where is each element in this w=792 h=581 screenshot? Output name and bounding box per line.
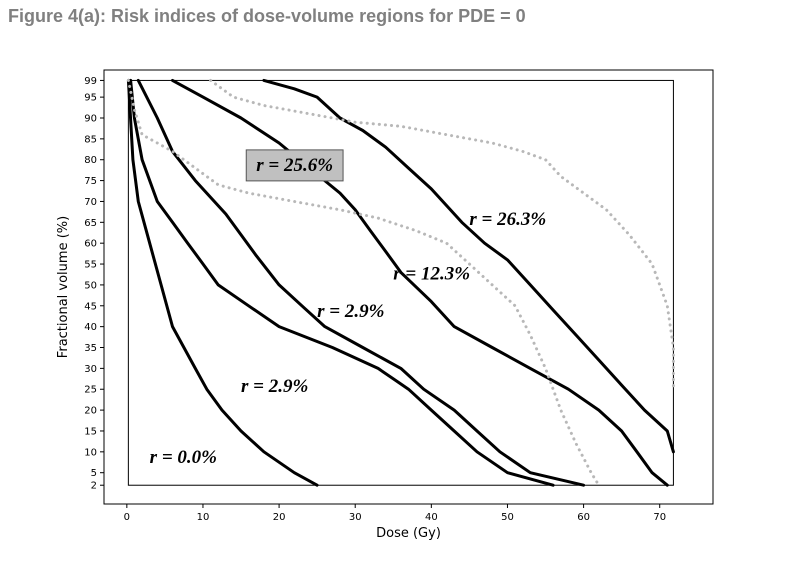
y-tick-label: 65 [84, 218, 97, 229]
annotation-box [245, 149, 344, 182]
x-tick-label: 30 [349, 512, 362, 523]
risk-isoline-4 [171, 78, 669, 487]
y-tick-label: 99 [84, 76, 97, 87]
y-tick-label: 85 [84, 134, 97, 145]
y-tick-label: 5 [91, 468, 97, 479]
x-axis-ticks: 0 10 20 30 40 50 60 70 [124, 504, 666, 523]
y-tick-label: 40 [84, 322, 97, 333]
dotted-boundary-line-7 [209, 78, 675, 391]
x-tick-label: 40 [425, 512, 438, 523]
x-tick-label: 0 [124, 512, 130, 523]
y-tick-label: 20 [84, 406, 97, 417]
y-tick-label: 25 [84, 385, 97, 396]
y-tick-label: 55 [84, 260, 97, 271]
plot-inner-box [127, 79, 674, 486]
risk-label-2: r = 2.9% [241, 376, 308, 397]
y-tick-label: 80 [84, 155, 97, 166]
risk-isoline-2 [129, 78, 555, 487]
y-tick-label: 10 [84, 447, 97, 458]
x-tick-label: 60 [577, 512, 590, 523]
risk-isoline-1 [126, 78, 319, 487]
y-axis-label: Fractional volume (%) [56, 216, 71, 358]
risk-label-4: r = 12.3% [393, 263, 470, 284]
y-tick-label: 30 [84, 364, 97, 375]
risk-label-3: r = 2.9% [317, 301, 384, 322]
axes-frame [103, 69, 714, 505]
y-tick-label: 45 [84, 301, 97, 312]
risk-label-1: r = 0.0% [150, 447, 217, 468]
y-tick-label: 2 [91, 481, 97, 492]
annotation-layer: r = 0.0% r = 2.9% r = 2.9% r = 12.3% r = 26.… [150, 149, 546, 468]
risk-isoline-3 [136, 78, 586, 487]
y-tick-label: 90 [84, 113, 97, 124]
x-tick-label: 10 [197, 512, 210, 523]
figure-title: Figure 4(a): Risk indices of dose-volume… [8, 6, 526, 26]
risk-label-5: r = 26.3% [469, 209, 546, 230]
x-axis-label: Dose (Gy) [376, 526, 441, 541]
x-tick-label: 50 [501, 512, 514, 523]
x-tick-label: 70 [653, 512, 666, 523]
y-tick-label: 95 [84, 93, 97, 104]
y-tick-label: 15 [84, 426, 97, 437]
y-tick-label: 35 [84, 343, 97, 354]
risk-isoline-5 [262, 78, 675, 454]
x-tick-label: 20 [273, 512, 286, 523]
y-tick-label: 50 [84, 280, 97, 291]
series-layer [126, 78, 675, 487]
y-tick-label: 75 [84, 176, 97, 187]
y-tick-label: 70 [84, 197, 97, 208]
dotted-boundary-line-6 [126, 78, 601, 487]
y-tick-label: 60 [84, 239, 97, 250]
risk-label-boxed: r = 25.6% [256, 155, 333, 176]
